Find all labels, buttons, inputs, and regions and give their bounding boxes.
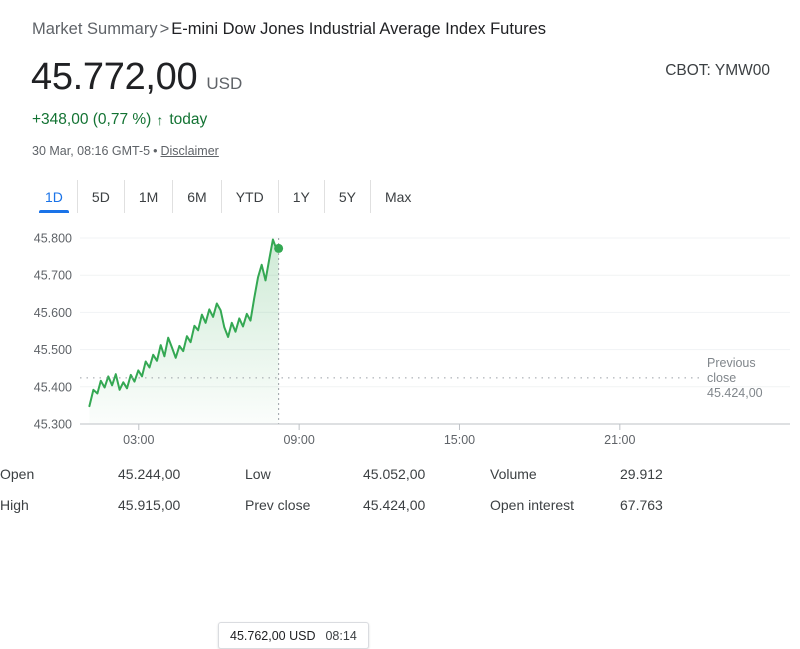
tab-5y-label: 5Y bbox=[338, 188, 356, 205]
y-axis-tick-label: 45.500 bbox=[34, 343, 72, 357]
previous-close-label-line1: Previous bbox=[707, 356, 756, 370]
breadcrumb-market-summary[interactable]: Market Summary bbox=[32, 20, 158, 38]
stock-quote-page: Market Summary > E-mini Dow Jones Industri… bbox=[0, 19, 800, 649]
x-axis-tick-label: 21:00 bbox=[604, 433, 635, 447]
chart-line bbox=[88, 238, 280, 408]
y-axis-tick-label: 45.700 bbox=[34, 269, 72, 283]
stat-low: Low 45.052,00 bbox=[245, 466, 490, 497]
chart-tooltip: 45.762,00 USD 08:14 bbox=[218, 622, 369, 649]
breadcrumb: Market Summary > E-mini Dow Jones Industri… bbox=[32, 19, 546, 39]
tooltip-value: 45.762,00 USD bbox=[230, 628, 316, 643]
tab-1m[interactable]: 1M bbox=[123, 180, 172, 213]
tab-1d[interactable]: 1D bbox=[31, 180, 77, 213]
tab-1y-label: 1Y bbox=[292, 188, 310, 205]
stats-column-3: Volume 29.912 Open interest 67.763 bbox=[490, 466, 800, 528]
stats-column-1: Open 45.244,00 High 45.915,00 bbox=[0, 466, 245, 528]
price-change-period: today bbox=[169, 111, 208, 128]
chart-y-axis-labels: 45.800 45.700 45.600 45.500 45.400 45.300 bbox=[34, 232, 72, 432]
stat-low-value: 45.052,00 bbox=[363, 466, 426, 482]
tooltip-time: 08:14 bbox=[325, 628, 357, 643]
price-chart-svg[interactable]: 45.800 45.700 45.600 45.500 45.400 45.300 03:… bbox=[0, 225, 800, 455]
breadcrumb-instrument-name: E-mini Dow Jones Industrial Average Inde… bbox=[171, 20, 547, 38]
chart-x-axis-labels: 03:00 09:00 15:00 21:00 bbox=[123, 433, 635, 447]
tab-1d-label: 1D bbox=[45, 188, 63, 205]
tab-ytd[interactable]: YTD bbox=[220, 180, 278, 213]
stat-open-interest-value: 67.763 bbox=[620, 497, 663, 513]
price-chart[interactable]: 45.800 45.700 45.600 45.500 45.400 45.300 03:… bbox=[0, 225, 800, 649]
tab-ytd-label: YTD bbox=[235, 188, 264, 205]
stat-open-label: Open bbox=[0, 466, 35, 482]
stat-high-label: High bbox=[0, 497, 29, 513]
quote-timestamp-row: 30 Mar, 08:16 GMT-5 • Disclaimer bbox=[32, 143, 219, 159]
current-price-marker bbox=[274, 243, 284, 253]
tab-6m-label: 6M bbox=[187, 188, 207, 205]
stats-table: Open 45.244,00 High 45.915,00 Low 45.052… bbox=[0, 466, 800, 528]
price-currency: USD bbox=[206, 74, 243, 93]
x-axis-tick-label: 15:00 bbox=[444, 433, 475, 447]
y-axis-tick-label: 45.600 bbox=[34, 306, 72, 320]
stat-open-interest-label: Open interest bbox=[490, 497, 575, 513]
stat-open-interest: Open interest 67.763 bbox=[490, 497, 800, 528]
y-axis-tick-label: 45.300 bbox=[34, 418, 72, 432]
stat-open-value: 45.244,00 bbox=[118, 466, 181, 482]
stat-open: Open 45.244,00 bbox=[0, 466, 245, 497]
price-change: +348,00 (0,77 %) ↑ today bbox=[32, 110, 207, 130]
range-tabs: 1D 5D 1M 6M YTD 1Y 5Y Max bbox=[31, 180, 425, 213]
chart-x-axis-ticks bbox=[138, 424, 621, 430]
stat-low-label: Low bbox=[245, 466, 271, 482]
stat-high: High 45.915,00 bbox=[0, 497, 245, 528]
stat-volume-value: 29.912 bbox=[620, 466, 663, 482]
price-block: 45.772,00 USD bbox=[31, 55, 242, 99]
tab-5y[interactable]: 5Y bbox=[323, 180, 370, 213]
stat-prev-close-value: 45.424,00 bbox=[363, 497, 426, 513]
stat-volume: Volume 29.912 bbox=[490, 466, 800, 497]
previous-close-label-line2: close bbox=[707, 371, 736, 385]
stat-high-value: 45.915,00 bbox=[118, 497, 181, 513]
exchange-ticker: CBOT: YMW00 bbox=[665, 62, 770, 79]
x-axis-tick-label: 03:00 bbox=[123, 433, 154, 447]
tab-max[interactable]: Max bbox=[369, 180, 425, 213]
tab-1m-label: 1M bbox=[138, 188, 159, 205]
tab-5d-label: 5D bbox=[91, 188, 110, 205]
stat-prev-close: Prev close 45.424,00 bbox=[245, 497, 490, 528]
quote-timestamp: 30 Mar, 08:16 GMT-5 bbox=[32, 144, 151, 158]
price-value: 45.772,00 bbox=[31, 56, 198, 98]
y-axis-tick-label: 45.400 bbox=[34, 380, 72, 394]
tab-max-label: Max bbox=[384, 188, 412, 205]
tab-1y[interactable]: 1Y bbox=[277, 180, 324, 213]
x-axis-tick-label: 09:00 bbox=[283, 433, 314, 447]
previous-close-value: 45.424,00 bbox=[707, 386, 763, 400]
tab-6m[interactable]: 6M bbox=[172, 180, 220, 213]
stat-prev-close-label: Prev close bbox=[245, 497, 311, 513]
y-axis-tick-label: 45.800 bbox=[34, 232, 72, 246]
tab-5d[interactable]: 5D bbox=[76, 180, 124, 213]
timestamp-separator-icon: • bbox=[153, 144, 158, 158]
stat-volume-label: Volume bbox=[490, 466, 537, 482]
disclaimer-link[interactable]: Disclaimer bbox=[160, 144, 219, 158]
breadcrumb-separator-icon: > bbox=[159, 20, 170, 38]
price-change-amount: +348,00 (0,77 %) bbox=[32, 111, 152, 128]
arrow-up-icon: ↑ bbox=[156, 112, 164, 128]
stats-column-2: Low 45.052,00 Prev close 45.424,00 bbox=[245, 466, 490, 528]
chart-area-fill bbox=[89, 239, 279, 424]
